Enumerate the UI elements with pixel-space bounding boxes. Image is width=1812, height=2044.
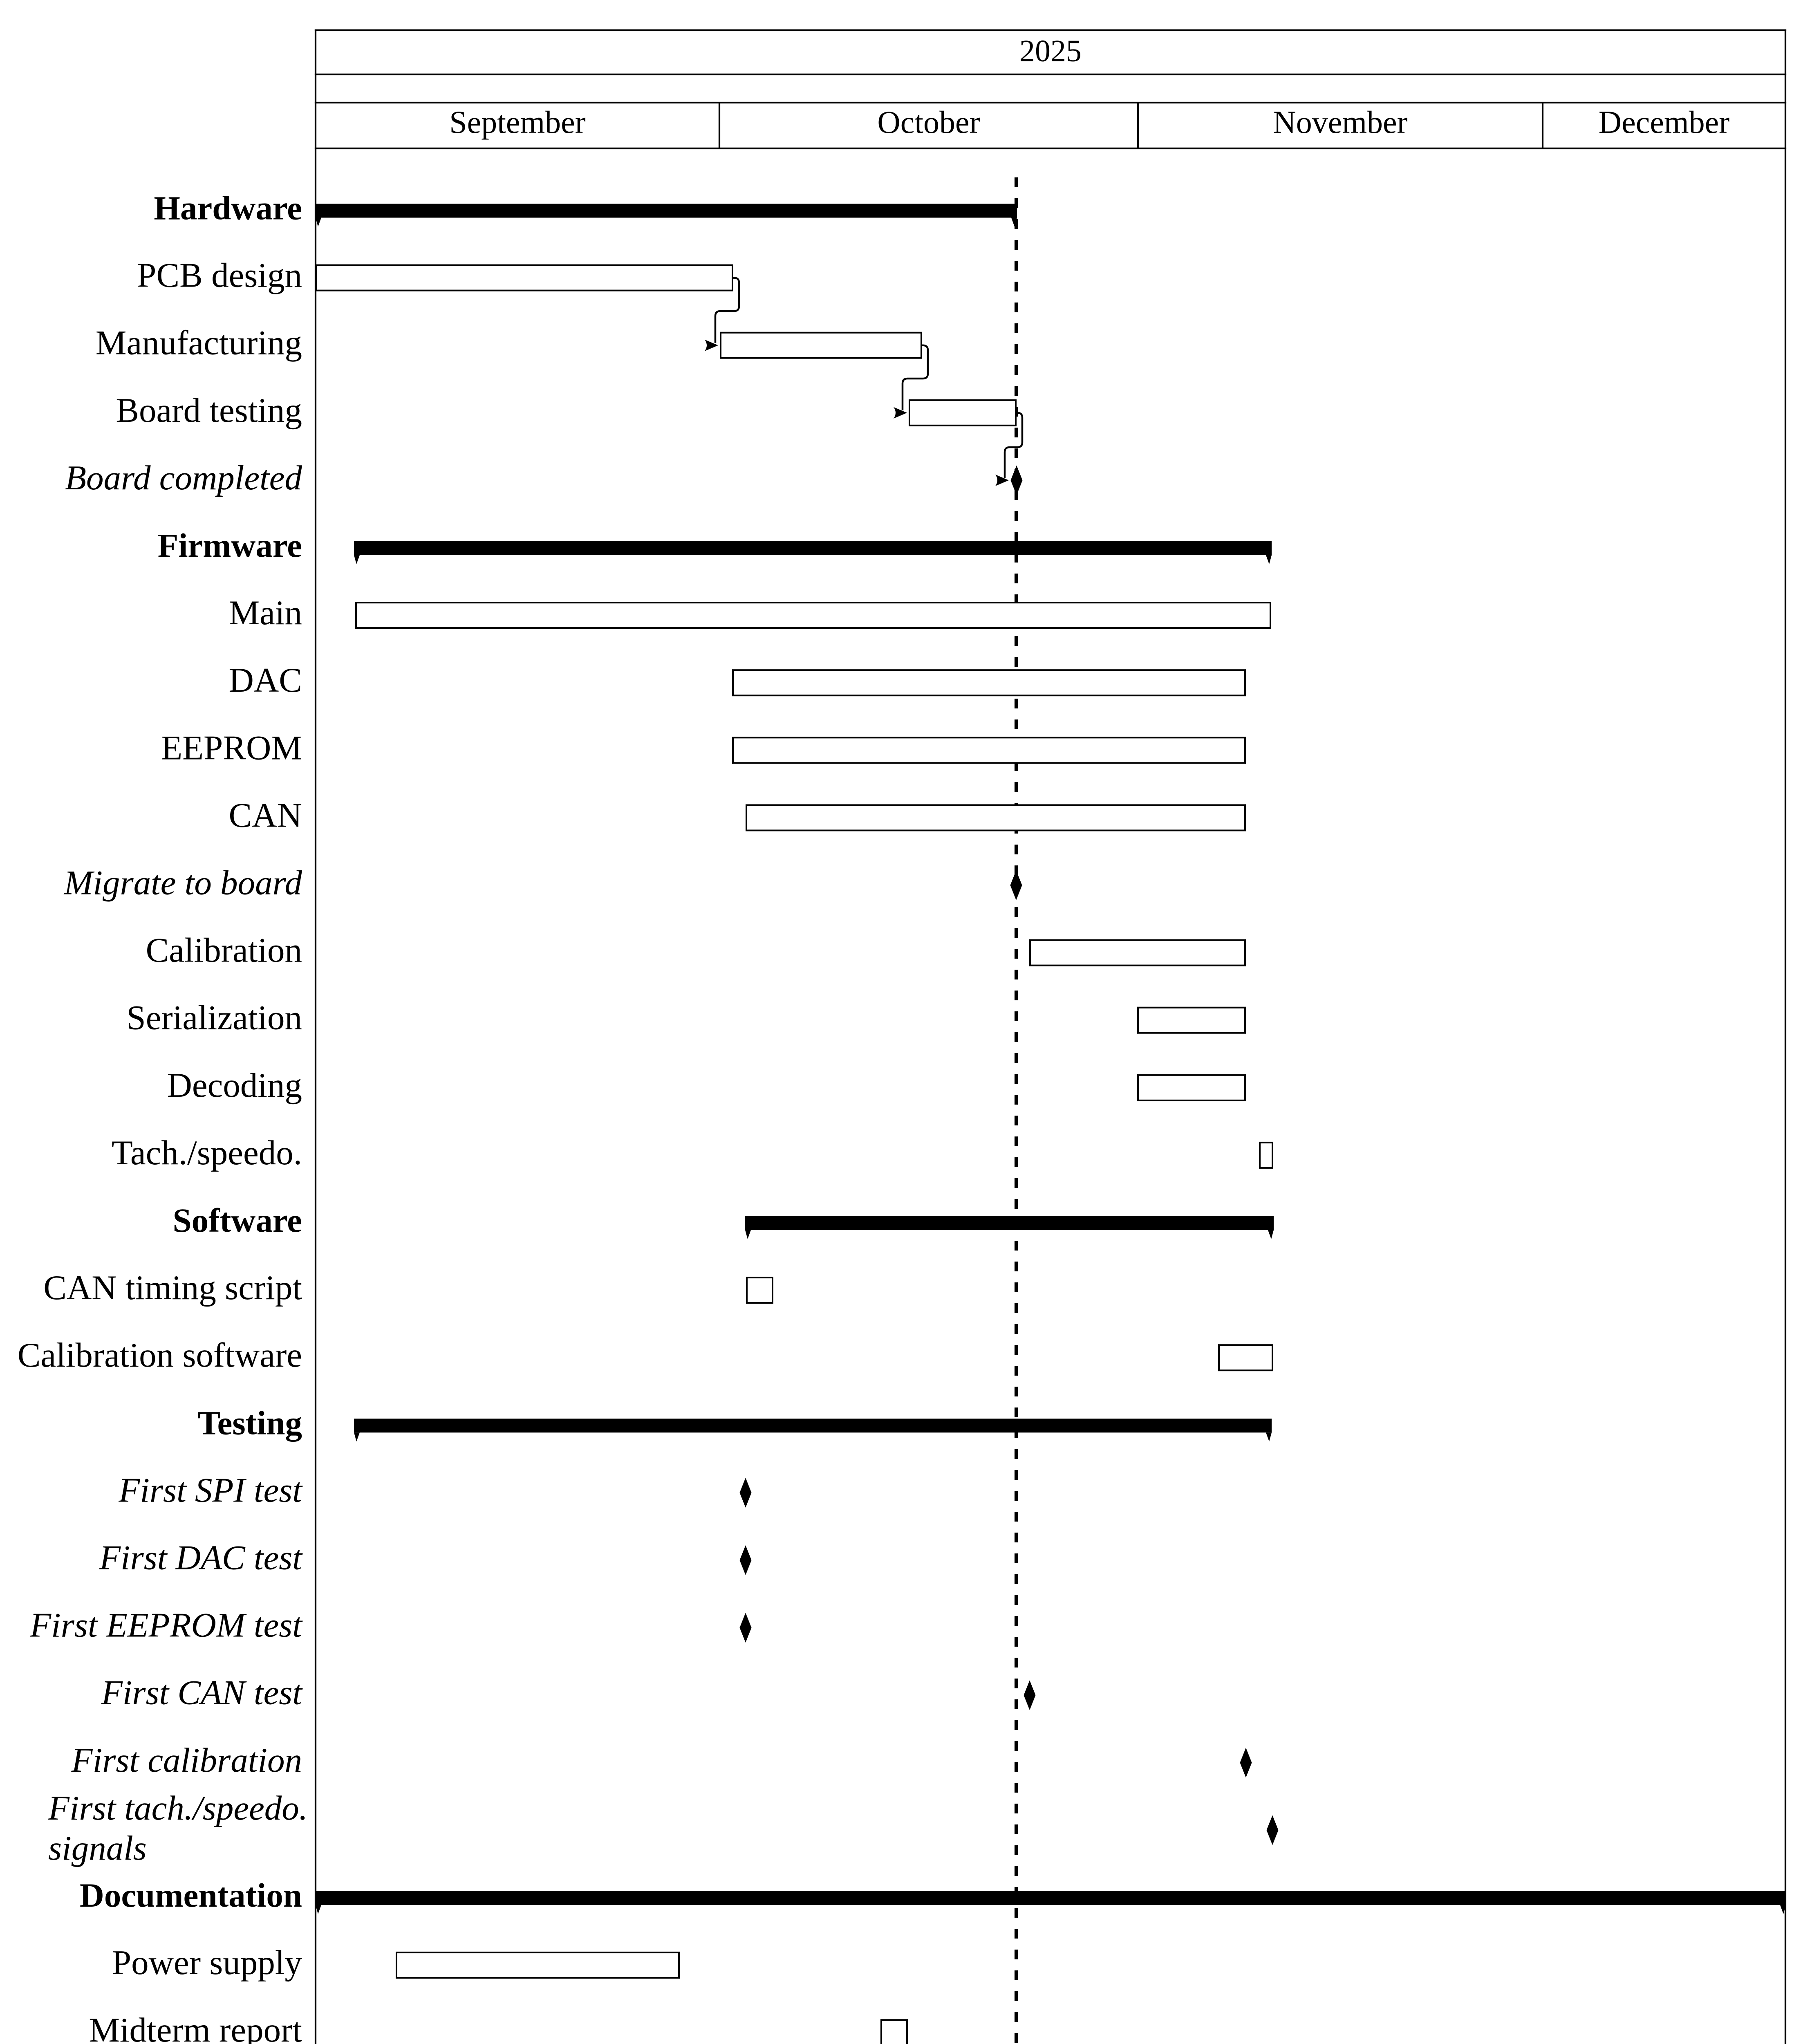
svg-text:Firmware: Firmware bbox=[158, 527, 302, 564]
svg-text:First EEPROM test: First EEPROM test bbox=[29, 1606, 303, 1645]
svg-text:Decoding: Decoding bbox=[167, 1066, 302, 1105]
svg-text:Software: Software bbox=[172, 1201, 302, 1239]
svg-text:Testing: Testing bbox=[198, 1404, 302, 1441]
svg-text:September: September bbox=[449, 104, 586, 140]
svg-text:Board testing: Board testing bbox=[116, 391, 302, 430]
svg-text:PCB design: PCB design bbox=[137, 256, 302, 295]
svg-text:November: November bbox=[1273, 104, 1407, 140]
svg-text:Hardware: Hardware bbox=[154, 189, 302, 227]
svg-text:signals: signals bbox=[48, 1829, 147, 1867]
svg-text:2025: 2025 bbox=[1019, 34, 1082, 68]
svg-text:Calibration software: Calibration software bbox=[18, 1336, 302, 1374]
svg-text:DAC: DAC bbox=[229, 661, 302, 699]
svg-text:Main: Main bbox=[229, 594, 302, 632]
svg-text:Manufacturing: Manufacturing bbox=[96, 324, 302, 362]
svg-text:EEPROM: EEPROM bbox=[161, 728, 302, 767]
svg-text:Documentation: Documentation bbox=[80, 1876, 302, 1914]
svg-text:First calibration: First calibration bbox=[71, 1741, 302, 1780]
svg-text:First DAC test: First DAC test bbox=[99, 1539, 303, 1577]
svg-text:October: October bbox=[877, 104, 980, 140]
svg-text:Tach./speedo.: Tach./speedo. bbox=[112, 1134, 302, 1172]
svg-text:Serialization: Serialization bbox=[126, 999, 302, 1037]
svg-text:First CAN test: First CAN test bbox=[101, 1674, 303, 1712]
svg-text:First tach./speedo.: First tach./speedo. bbox=[48, 1789, 308, 1827]
svg-text:December: December bbox=[1599, 104, 1729, 140]
svg-text:CAN timing script: CAN timing script bbox=[43, 1269, 302, 1307]
svg-text:Migrate to board: Migrate to board bbox=[64, 864, 302, 902]
svg-text:CAN: CAN bbox=[229, 796, 302, 834]
svg-text:Board completed: Board completed bbox=[65, 459, 302, 497]
svg-text:Midterm report: Midterm report bbox=[89, 2011, 302, 2044]
svg-text:Calibration: Calibration bbox=[146, 931, 302, 970]
svg-text:First SPI test: First SPI test bbox=[118, 1471, 303, 1509]
svg-text:Power supply: Power supply bbox=[112, 1943, 302, 1982]
